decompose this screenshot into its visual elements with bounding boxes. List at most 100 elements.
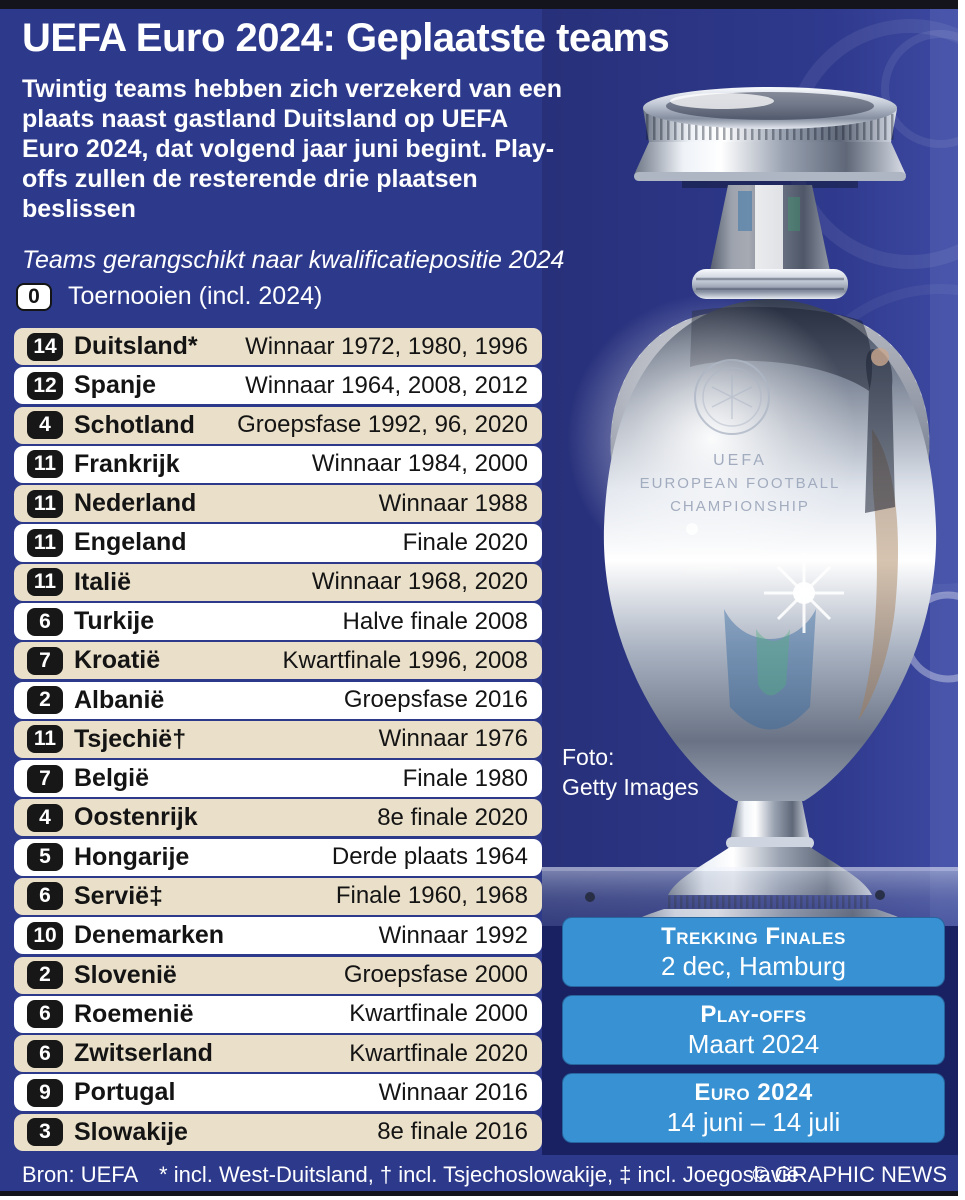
team-name: Portugal <box>74 1078 176 1107</box>
team-result: Winnaar 2016 <box>378 1078 528 1106</box>
table-row: 4 Schotland Groepsfase 1992, 96, 2020 <box>14 406 542 444</box>
count-badge: 10 <box>27 921 63 950</box>
count-badge: 14 <box>27 332 63 361</box>
team-result: Finale 2020 <box>402 528 528 556</box>
team-result: Winnaar 1972, 1980, 1996 <box>245 332 528 360</box>
team-name: Kroatië <box>74 646 161 675</box>
trophy-engraving-championship: CHAMPIONSHIP <box>670 498 810 515</box>
table-row: 2 Albanië Groepsfase 2016 <box>14 681 542 719</box>
schedule-box-final-draw: Trekking Finales 2 dec, Hamburg <box>562 917 945 987</box>
table-row: 6 Roemenië Kwartfinale 2000 <box>14 995 542 1033</box>
count-badge: 7 <box>27 646 63 675</box>
count-badge: 6 <box>27 1000 63 1029</box>
count-badge: 4 <box>27 803 63 832</box>
team-name: Servië‡ <box>74 881 163 910</box>
count-badge: 11 <box>27 725 63 754</box>
schedule-box-title: Trekking Finales <box>661 923 846 950</box>
legend: 0 Toernooien (incl. 2024) <box>16 282 322 311</box>
team-result: Halve finale 2008 <box>342 607 528 635</box>
schedule-box-detail: Maart 2024 <box>687 1029 820 1059</box>
team-result: Groepsfase 2000 <box>343 961 528 989</box>
footer-source: Bron: UEFA <box>22 1162 139 1187</box>
team-name: Albanië <box>74 685 165 714</box>
page-title: UEFA Euro 2024: Geplaatste teams <box>22 16 670 60</box>
table-row: 4 Oostenrijk 8e finale 2020 <box>14 799 542 837</box>
schedule-box-title: Play-offs <box>700 1001 807 1028</box>
count-badge: 12 <box>27 371 63 400</box>
photo-credit-agency: Getty Images <box>562 774 699 800</box>
count-badge: 11 <box>27 528 63 557</box>
team-name: Slowakije <box>74 1117 188 1146</box>
team-result: Groepsfase 1992, 96, 2020 <box>237 411 528 439</box>
footer: Bron: UEFA * incl. West-Duitsland, † inc… <box>0 1156 958 1191</box>
team-name: Spanje <box>74 371 156 400</box>
team-name: Roemenië <box>74 999 194 1028</box>
table-row: 11 Tsjechië† Winnaar 1976 <box>14 720 542 758</box>
table-row: 14 Duitsland* Winnaar 1972, 1980, 1996 <box>14 328 542 366</box>
table-row: 11 Frankrijk Winnaar 1984, 2000 <box>14 445 542 483</box>
table-row: 6 Turkije Halve finale 2008 <box>14 602 542 641</box>
team-result: Winnaar 1988 <box>378 489 528 517</box>
team-result: Kwartfinale 2020 <box>349 1039 528 1067</box>
table-row: 2 Slovenië Groepsfase 2000 <box>14 956 542 994</box>
schedule-box-title: Euro 2024 <box>694 1079 813 1106</box>
team-result: Groepsfase 2016 <box>343 686 528 714</box>
table-row: 11 Nederland Winnaar 1988 <box>14 485 542 523</box>
table-row: 6 Servië‡ Finale 1960, 1968 <box>14 877 542 916</box>
intro-paragraph: Twintig teams hebben zich verzekerd van … <box>22 75 562 223</box>
teams-table: 14 Duitsland* Winnaar 1972, 1980, 1996 12 S… <box>14 328 542 1151</box>
team-name: Schotland <box>74 410 195 439</box>
team-name: Denemarken <box>74 921 225 950</box>
team-result: Kwartfinale 1996, 2008 <box>282 646 528 674</box>
table-row: 5 Hongarije Derde plaats 1964 <box>14 838 542 876</box>
schedule-box-detail: 14 juni – 14 juli <box>666 1107 841 1137</box>
team-name: Zwitserland <box>74 1039 213 1068</box>
table-row: 7 Kroatië Kwartfinale 1996, 2008 <box>14 642 542 680</box>
count-badge: 6 <box>27 1039 63 1068</box>
photo-credit: Foto: Getty Images <box>562 742 699 802</box>
count-badge: 3 <box>27 1118 63 1147</box>
team-result: Winnaar 1964, 2008, 2012 <box>245 371 528 399</box>
team-name: Engeland <box>74 528 187 557</box>
schedule-box-playoffs: Play-offs Maart 2024 <box>562 995 945 1065</box>
team-name: Oostenrijk <box>74 803 198 832</box>
team-name: Hongarije <box>74 842 190 871</box>
table-row: 11 Italië Winnaar 1968, 2020 <box>14 563 542 601</box>
team-name: Duitsland* <box>74 332 198 361</box>
photo-credit-label: Foto: <box>562 744 615 770</box>
table-row: 10 Denemarken Winnaar 1992 <box>14 917 542 955</box>
trophy-engraving-uefa: UEFA <box>713 452 767 469</box>
count-badge: 4 <box>27 411 63 440</box>
count-badge: 9 <box>27 1078 63 1107</box>
table-row: 7 België Finale 1980 <box>14 760 542 798</box>
team-result: Winnaar 1992 <box>378 921 528 949</box>
count-badge: 2 <box>27 961 63 990</box>
table-row: 6 Zwitserland Kwartfinale 2020 <box>14 1035 542 1073</box>
team-result: Kwartfinale 2000 <box>349 1000 528 1028</box>
team-result: Derde plaats 1964 <box>331 843 528 871</box>
trophy-photo-panel: UEFA EUROPEAN FOOTBALL CHAMPIONSHIP Foto… <box>542 9 958 1155</box>
team-result: Winnaar 1976 <box>378 725 528 753</box>
count-badge: 6 <box>27 882 63 911</box>
team-name: Italië <box>74 567 131 596</box>
team-name: Frankrijk <box>74 449 180 478</box>
table-row: 3 Slowakije 8e finale 2016 <box>14 1113 542 1151</box>
count-badge: 2 <box>27 686 63 715</box>
table-row: 11 Engeland Finale 2020 <box>14 524 542 562</box>
count-badge: 5 <box>27 843 63 872</box>
team-result: 8e finale 2016 <box>377 1118 528 1146</box>
ranking-note: Teams gerangschikt naar kwalificatieposi… <box>22 246 565 274</box>
schedule-box-detail: 2 dec, Hamburg <box>661 951 846 981</box>
team-name: Tsjechië† <box>74 724 187 753</box>
schedule-box-euro2024: Euro 2024 14 juni – 14 juli <box>562 1073 945 1143</box>
count-badge: 6 <box>27 607 63 636</box>
legend-label: Toernooien (incl. 2024) <box>68 282 323 310</box>
count-badge: 7 <box>27 764 63 793</box>
footer-notes: * incl. West-Duitsland, † incl. Tsjechos… <box>159 1162 799 1187</box>
team-result: 8e finale 2020 <box>377 803 528 831</box>
team-name: België <box>74 764 150 793</box>
team-name: Turkije <box>74 607 155 636</box>
top-border-bar <box>0 0 958 9</box>
team-name: Slovenië <box>74 960 177 989</box>
